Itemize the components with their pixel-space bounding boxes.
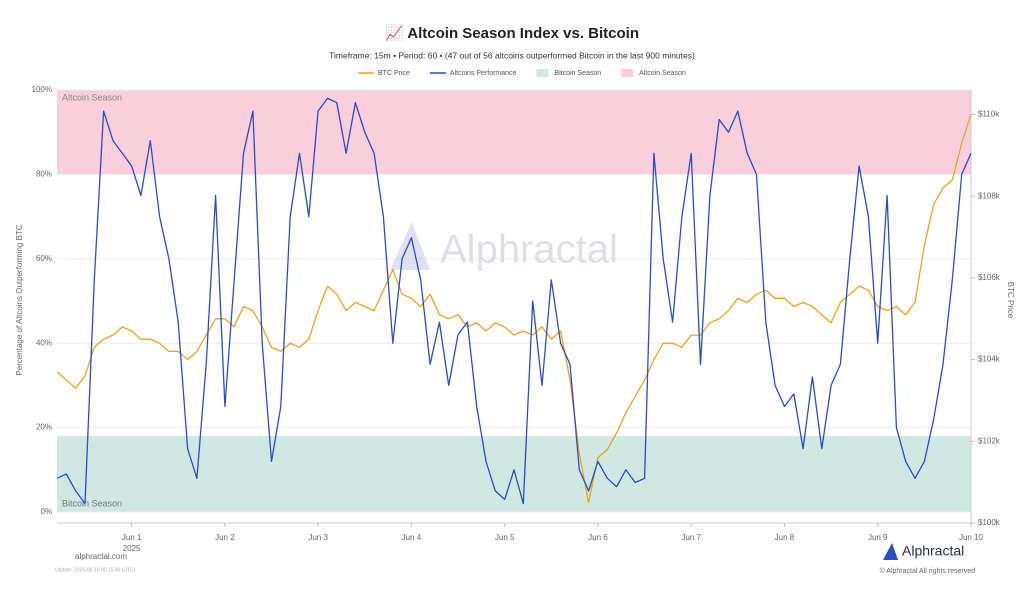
- y-tick-label: 0%: [40, 507, 52, 516]
- legend-label: Bitcoin Season: [554, 70, 601, 77]
- y2-tick-label: $110k: [978, 110, 1000, 119]
- legend-label: Altcoin Season: [639, 70, 686, 77]
- series-line: [56, 97, 972, 505]
- chart-title: 📈 Altcoin Season Index vs. Bitcoin: [385, 24, 639, 42]
- watermark: Alphractal: [440, 228, 618, 272]
- y2-axis-label: BTC Price: [1006, 282, 1015, 319]
- logo-icon: [883, 543, 898, 560]
- y2-tick-label: $102k: [978, 436, 1001, 445]
- y2-tick-label: $106k: [978, 273, 1001, 282]
- y-axis-label: Percentage of Altcoins Outperforming BTC: [15, 224, 24, 375]
- y2-tick-label: $100k: [978, 518, 1001, 527]
- x-year-label: 2025: [123, 544, 141, 553]
- y2-tick-label: $104k: [978, 355, 1001, 364]
- x-tick-label: Jun 5: [495, 533, 515, 542]
- band-label: Altcoin Season: [62, 92, 122, 102]
- footer-copyright: © Alphractal All rights reserved: [880, 567, 976, 575]
- y-tick-label: 100%: [32, 85, 52, 94]
- legend-swatch: [621, 69, 634, 77]
- x-tick-label: Jun 6: [588, 533, 608, 542]
- y-tick-label: 40%: [36, 338, 52, 347]
- x-tick-label: Jun 3: [308, 533, 328, 542]
- x-tick-label: Jun 8: [775, 533, 795, 542]
- chart-subtitle: Timeframe: 15m • Period: 60 • (47 out of…: [329, 50, 695, 60]
- y-tick-label: 80%: [36, 170, 52, 179]
- x-tick-label: Jun 9: [868, 533, 888, 542]
- y-tick-label: 20%: [36, 423, 52, 432]
- season-band: [57, 90, 971, 175]
- x-tick-label: Jun 10: [959, 533, 984, 542]
- watermark-icon: [390, 222, 430, 270]
- footer-logo: Alphractal: [902, 543, 964, 559]
- legend-label: Altcoins Performance: [450, 70, 517, 77]
- y-tick-label: 60%: [36, 254, 52, 263]
- band-label: Bitcoin Season: [62, 498, 122, 508]
- legend-label: BTC Price: [378, 70, 410, 77]
- footer-update: Update: 2025-06-10 00:15:00 (UTC): [55, 567, 136, 573]
- season-band: [57, 436, 971, 513]
- series-line: [56, 114, 972, 504]
- x-tick-label: Jun 2: [215, 533, 235, 542]
- x-tick-label: Jun 1: [122, 533, 142, 542]
- footer-site: alphractal.com: [75, 552, 127, 561]
- legend-swatch: [536, 69, 549, 77]
- y2-tick-label: $108k: [978, 191, 1001, 200]
- x-tick-label: Jun 4: [402, 533, 422, 542]
- x-tick-label: Jun 7: [681, 533, 701, 542]
